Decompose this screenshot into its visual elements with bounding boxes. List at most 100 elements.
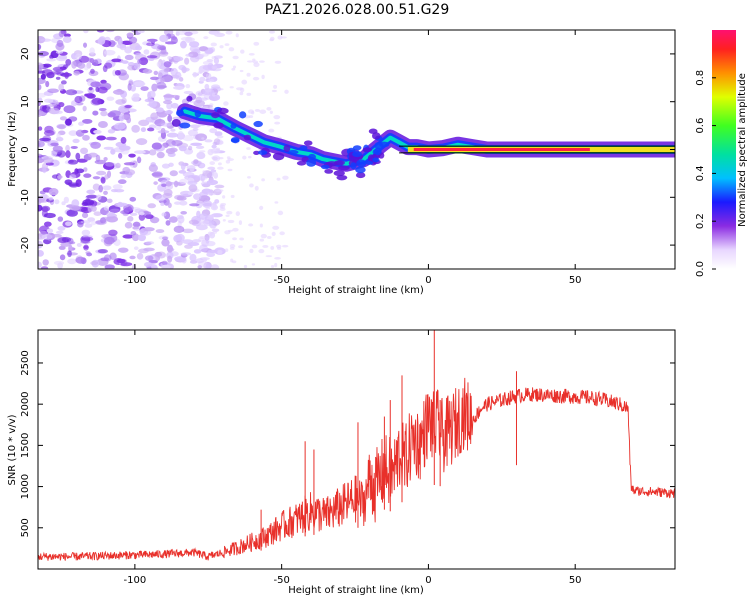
noise-blob	[259, 205, 264, 210]
noise-blob	[81, 212, 89, 219]
noise-blob	[227, 229, 234, 232]
noise-blob	[268, 30, 276, 34]
signal-blob	[373, 147, 382, 156]
noise-blob	[185, 84, 191, 89]
noise-blob	[226, 156, 231, 160]
noise-blob	[248, 223, 254, 227]
noise-blob	[136, 252, 144, 260]
noise-blob	[276, 246, 282, 250]
noise-blob	[116, 43, 127, 49]
signal-blob	[324, 168, 334, 174]
noise-blob	[223, 101, 229, 106]
noise-blob	[137, 234, 146, 242]
x-tick-label: 0	[425, 575, 431, 586]
signal-blob	[299, 145, 308, 151]
noise-blob	[254, 185, 259, 191]
noise-blob	[163, 94, 175, 98]
noise-blob	[53, 260, 65, 266]
noise-blob	[40, 38, 52, 42]
noise-blob	[100, 110, 108, 117]
noise-blob	[45, 80, 50, 88]
noise-blob	[38, 126, 43, 131]
noise-blob	[51, 151, 57, 157]
signal-blob	[352, 145, 362, 151]
noise-blob	[247, 176, 251, 179]
noise-blob	[206, 59, 214, 63]
noise-blob	[160, 127, 166, 134]
noise-blob	[57, 237, 69, 244]
noise-blob	[161, 238, 170, 247]
noise-blob	[180, 252, 192, 256]
noise-blob	[115, 99, 126, 105]
noise-blob	[38, 43, 42, 51]
noise-blob	[180, 40, 187, 49]
noise-blob	[84, 93, 89, 97]
noise-blob	[146, 42, 155, 47]
noise-blob	[100, 217, 107, 224]
y-tick-label: 0	[20, 146, 31, 152]
noise-blob	[57, 150, 66, 158]
noise-blob	[138, 213, 146, 221]
noise-blob	[87, 57, 92, 63]
noise-blob	[43, 212, 56, 219]
signal-blob	[194, 109, 202, 118]
noise-blob	[73, 70, 80, 76]
signal-blob	[308, 153, 316, 160]
noise-blob	[187, 180, 198, 186]
noise-blob	[209, 161, 216, 166]
noise-blob	[165, 148, 176, 155]
noise-blob	[120, 174, 127, 179]
noise-blob	[216, 135, 224, 139]
noise-blob	[195, 133, 208, 142]
noise-blob	[96, 170, 107, 176]
noise-blob	[155, 194, 166, 202]
noise-blob	[239, 87, 245, 93]
noise-blob	[243, 264, 248, 269]
noise-blob	[138, 248, 149, 254]
noise-blob	[55, 50, 64, 54]
noise-blob	[166, 132, 179, 138]
noise-blob	[62, 36, 72, 43]
y-tick-label: 500	[20, 518, 31, 537]
noise-blob	[115, 162, 121, 169]
signal-blob	[325, 161, 338, 167]
noise-blob	[209, 95, 215, 101]
noise-blob	[225, 159, 231, 164]
noise-blob	[83, 167, 88, 172]
noise-blob	[274, 262, 278, 268]
noise-blob	[197, 71, 202, 75]
noise-blob	[170, 102, 179, 109]
signal-blob	[352, 151, 362, 158]
noise-blob	[133, 150, 146, 154]
noise-blob	[144, 255, 154, 261]
noise-blob	[131, 94, 140, 102]
noise-blob	[144, 98, 155, 103]
noise-blob	[90, 261, 98, 266]
noise-blob	[83, 244, 89, 251]
noise-blob	[239, 237, 245, 241]
x-tick-label: -100	[124, 275, 147, 286]
noise-blob	[186, 37, 195, 43]
noise-blob	[188, 184, 198, 193]
snr-frame	[37, 329, 676, 570]
noise-blob	[274, 60, 282, 64]
noise-blob	[251, 263, 256, 266]
noise-blob	[211, 144, 217, 149]
noise-blob	[109, 252, 117, 260]
noise-blob	[89, 47, 95, 55]
noise-blob	[224, 248, 229, 253]
noise-blob	[120, 262, 133, 267]
noise-blob	[63, 33, 71, 38]
signal-blob	[372, 132, 381, 140]
noise-blob	[132, 221, 141, 228]
noise-blob	[201, 175, 208, 180]
noise-blob	[207, 78, 215, 83]
noise-blob	[205, 236, 210, 244]
noise-blob	[70, 145, 78, 149]
noise-blob	[127, 64, 136, 71]
noise-blob	[272, 225, 280, 230]
noise-blob	[253, 62, 260, 68]
spectrogram-noise	[38, 30, 289, 269]
noise-blob	[82, 134, 90, 141]
noise-blob	[268, 128, 275, 133]
